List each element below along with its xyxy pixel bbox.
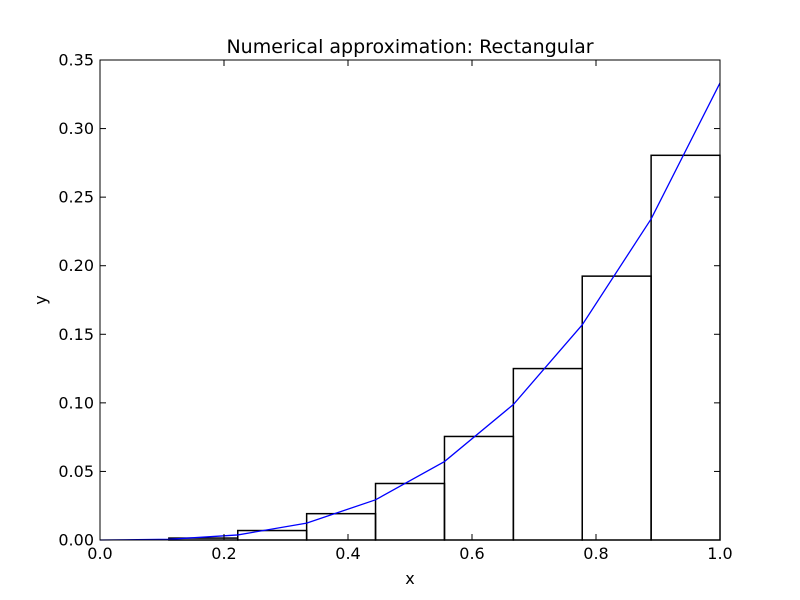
y-tick-label-5: 0.25 (58, 188, 94, 207)
rectangle-bar-3 (305, 512, 377, 541)
y-tick-label-7: 0.35 (58, 51, 94, 70)
function-curve (99, 82, 721, 541)
y-axis-label: y (31, 295, 50, 304)
y-tick-label-0: 0.00 (58, 531, 94, 550)
x-tick-label-2: 0.4 (335, 544, 360, 563)
x-tick-label-1: 0.2 (211, 544, 236, 563)
x-tick-label-0: 0.0 (87, 544, 112, 563)
plot-area (99, 82, 721, 541)
rectangle-bar-5 (443, 435, 515, 541)
rectangle-bar-4 (374, 482, 446, 541)
rectangle-bar-2 (237, 529, 308, 541)
plot-frame (99, 59, 721, 541)
rectangle-bar-7 (581, 275, 652, 541)
rectangle-bar-6 (512, 367, 583, 541)
x-axis-label: x (405, 569, 414, 588)
y-tick-label-1: 0.05 (58, 462, 94, 481)
y-tick-label-3: 0.15 (58, 325, 94, 344)
x-tick-label-5: 1.0 (707, 544, 732, 563)
x-tick-label-4: 0.8 (583, 544, 608, 563)
rectangle-bar-8 (650, 154, 721, 541)
y-tick-label-6: 0.30 (58, 119, 94, 138)
y-tick-label-2: 0.10 (58, 393, 94, 412)
x-tick-label-3: 0.6 (459, 544, 484, 563)
chart-title: Numerical approximation: Rectangular (226, 36, 593, 58)
axis-ticks: 0.0 0.2 0.4 0.6 0.8 1.0 0.00 0.05 0.10 0.15 0.20 0.… (58, 51, 732, 564)
y-tick-label-4: 0.20 (58, 256, 94, 275)
